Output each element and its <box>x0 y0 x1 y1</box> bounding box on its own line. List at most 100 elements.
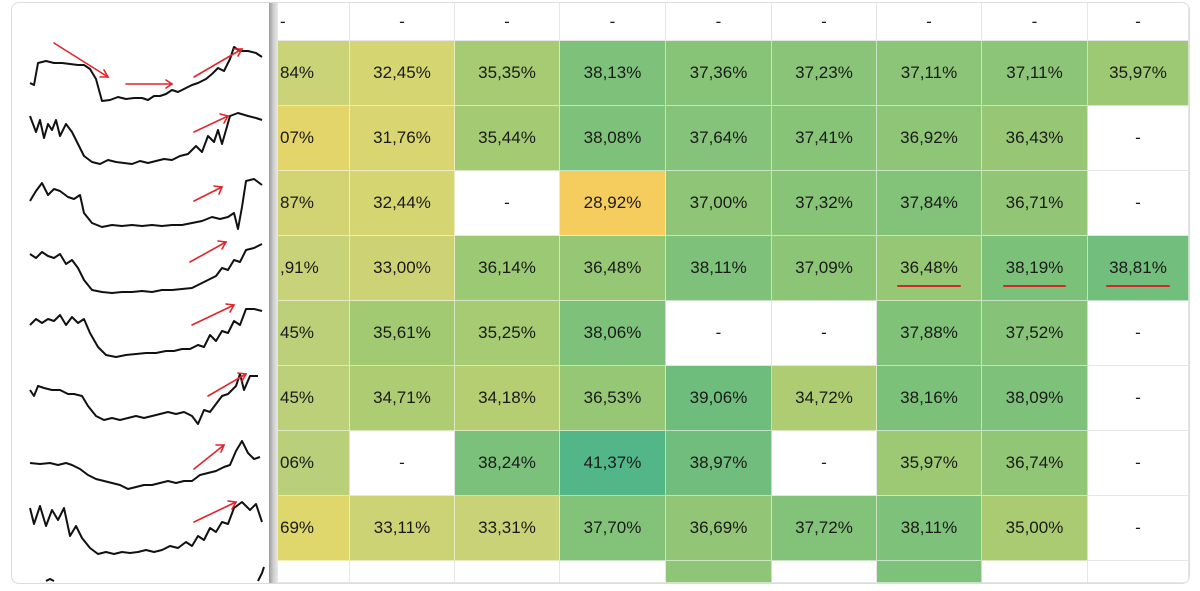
heatmap-cell[interactable]: 35,97% <box>877 431 982 496</box>
heatmap-cell[interactable]: 06% <box>278 431 350 496</box>
heatmap-cell[interactable]: - <box>1088 171 1189 236</box>
heatmap-cell[interactable]: 37,11% <box>877 41 982 106</box>
heatmap-cell[interactable]: 34,71% <box>350 366 455 431</box>
heatmap-cell[interactable]: 37,11% <box>982 41 1088 106</box>
heatmap-cell[interactable]: 37,00% <box>666 171 772 236</box>
heatmap-cell[interactable]: 36,74% <box>982 431 1088 496</box>
heatmap-cell[interactable]: 45% <box>278 366 350 431</box>
heatmap-cell[interactable]: 38,11% <box>877 496 982 561</box>
heatmap-cell[interactable]: 36,48% <box>560 236 666 301</box>
heatmap-cell[interactable]: 38,09% <box>982 366 1088 431</box>
heatmap-cell[interactable]: 37,52% <box>982 301 1088 366</box>
header-cell[interactable]: - <box>560 3 666 41</box>
partial-row-cell[interactable] <box>982 561 1088 583</box>
heatmap-cell[interactable]: 38,06% <box>560 301 666 366</box>
cell-value: 37,52% <box>1005 323 1064 342</box>
heatmap-cell[interactable]: 35,25% <box>455 301 560 366</box>
heatmap-cell[interactable]: 33,11% <box>350 496 455 561</box>
heatmap-cell[interactable]: 37,64% <box>666 106 772 171</box>
cell-value: 38,16% <box>900 388 958 407</box>
heatmap-cell[interactable]: 36,43% <box>982 106 1088 171</box>
cell-value: 69% <box>280 518 315 537</box>
heatmap-cell[interactable]: 35,44% <box>455 106 560 171</box>
cell-value: - <box>280 11 286 31</box>
heatmap-cell[interactable]: 28,92% <box>560 171 666 236</box>
heatmap-cell[interactable]: 38,24% <box>455 431 560 496</box>
frozen-column-divider[interactable] <box>269 3 278 583</box>
heatmap-cell[interactable]: 35,61% <box>350 301 455 366</box>
header-cell[interactable]: - <box>350 3 455 41</box>
heatmap-cell[interactable]: - <box>666 301 772 366</box>
heatmap-cell[interactable]: 36,69% <box>666 496 772 561</box>
header-cell[interactable]: - <box>666 3 772 41</box>
heatmap-cell[interactable]: 36,48% <box>877 236 982 301</box>
heatmap-cell[interactable]: 31,76% <box>350 106 455 171</box>
header-cell[interactable]: - <box>772 3 877 41</box>
heatmap-cell[interactable]: 38,16% <box>877 366 982 431</box>
partial-row-cell[interactable] <box>560 561 666 583</box>
cell-value: - <box>504 11 510 31</box>
heatmap-cell[interactable]: 38,97% <box>666 431 772 496</box>
heatmap-cell[interactable]: 35,35% <box>455 41 560 106</box>
heatmap-cell[interactable]: 38,11% <box>666 236 772 301</box>
heatmap-cell[interactable]: 38,08% <box>560 106 666 171</box>
heatmap-cell[interactable]: 41,37% <box>560 431 666 496</box>
heatmap-cell[interactable]: - <box>455 171 560 236</box>
heatmap-cell[interactable]: 38,13% <box>560 41 666 106</box>
heatmap-cell[interactable]: - <box>1088 366 1189 431</box>
heatmap-cell[interactable]: 35,00% <box>982 496 1088 561</box>
cell-value: - <box>1135 128 1141 147</box>
header-cell[interactable]: - <box>1088 3 1189 41</box>
header-cell[interactable]: - <box>982 3 1088 41</box>
header-cell[interactable]: - <box>455 3 560 41</box>
partial-row-cell[interactable] <box>278 561 350 583</box>
heatmap-cell[interactable]: 07% <box>278 106 350 171</box>
heatmap-cell[interactable]: 37,88% <box>877 301 982 366</box>
heatmap-cell[interactable]: 38,19% <box>982 236 1088 301</box>
heatmap-cell[interactable]: 35,97% <box>1088 41 1189 106</box>
partial-row-cell[interactable] <box>1088 561 1189 583</box>
heatmap-cell[interactable]: 87% <box>278 171 350 236</box>
heatmap-cell[interactable]: 34,18% <box>455 366 560 431</box>
partial-row-cell[interactable] <box>666 561 772 583</box>
partial-row-cell[interactable] <box>350 561 455 583</box>
heatmap-cell[interactable]: ,91% <box>278 236 350 301</box>
heatmap-cell[interactable]: 38,81% <box>1088 236 1189 301</box>
heatmap-cell[interactable]: - <box>772 301 877 366</box>
heatmap-cell[interactable]: 39,06% <box>666 366 772 431</box>
heatmap-cell[interactable]: 37,70% <box>560 496 666 561</box>
heatmap-cell[interactable]: 37,72% <box>772 496 877 561</box>
cell-value: 35,97% <box>900 453 958 472</box>
heatmap-cell[interactable]: 34,72% <box>772 366 877 431</box>
header-cell[interactable]: - <box>278 3 350 41</box>
heatmap-cell[interactable]: 45% <box>278 301 350 366</box>
heatmap-cell[interactable]: - <box>1088 106 1189 171</box>
heatmap-cell[interactable]: 32,44% <box>350 171 455 236</box>
heatmap-cell[interactable]: 37,36% <box>666 41 772 106</box>
heatmap-cell[interactable]: - <box>1088 496 1189 561</box>
heatmap-cell[interactable]: - <box>350 431 455 496</box>
cell-value: 34,18% <box>478 388 536 407</box>
heatmap-cell[interactable]: 32,45% <box>350 41 455 106</box>
heatmap-cell[interactable]: 84% <box>278 41 350 106</box>
partial-row-cell[interactable] <box>877 561 982 583</box>
heatmap-cell[interactable]: 69% <box>278 496 350 561</box>
heatmap-cell[interactable]: 37,32% <box>772 171 877 236</box>
partial-row-cell[interactable] <box>455 561 560 583</box>
heatmap-cell[interactable]: 33,31% <box>455 496 560 561</box>
heatmap-cell[interactable]: 37,23% <box>772 41 877 106</box>
heatmap-cell[interactable]: 36,14% <box>455 236 560 301</box>
heatmap-cell[interactable]: 36,71% <box>982 171 1088 236</box>
partial-row-cell[interactable] <box>772 561 877 583</box>
heatmap-cell[interactable]: 37,41% <box>772 106 877 171</box>
heatmap-cell[interactable]: 33,00% <box>350 236 455 301</box>
cell-value: 37,72% <box>795 518 853 537</box>
heatmap-cell[interactable]: 36,53% <box>560 366 666 431</box>
header-cell[interactable]: - <box>877 3 982 41</box>
heatmap-cell[interactable]: 36,92% <box>877 106 982 171</box>
heatmap-cell[interactable]: - <box>772 431 877 496</box>
heatmap-cell[interactable]: - <box>1088 431 1189 496</box>
heatmap-cell[interactable]: 37,84% <box>877 171 982 236</box>
heatmap-cell[interactable]: 37,09% <box>772 236 877 301</box>
heatmap-cell[interactable]: - <box>1088 301 1189 366</box>
